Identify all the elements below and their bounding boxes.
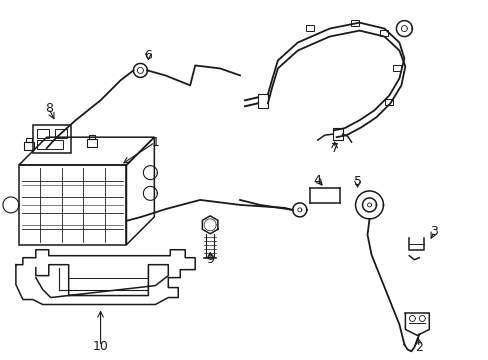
Bar bbox=[332, 128, 342, 140]
Text: 8: 8 bbox=[45, 102, 53, 115]
Bar bbox=[24, 142, 34, 150]
Text: 3: 3 bbox=[429, 225, 437, 238]
Text: 2: 2 bbox=[414, 341, 423, 354]
Text: 9: 9 bbox=[206, 253, 214, 266]
Bar bbox=[37, 140, 62, 149]
Bar bbox=[87, 139, 97, 147]
Bar bbox=[26, 138, 32, 142]
Text: 4: 4 bbox=[313, 174, 321, 186]
Bar bbox=[393, 66, 401, 71]
Text: 7: 7 bbox=[330, 141, 338, 155]
Text: 6: 6 bbox=[144, 49, 152, 62]
Bar bbox=[37, 129, 49, 138]
Bar bbox=[33, 125, 71, 153]
Text: 5: 5 bbox=[353, 175, 361, 189]
Text: 1: 1 bbox=[151, 136, 159, 149]
Bar bbox=[350, 20, 358, 26]
Text: 10: 10 bbox=[92, 340, 108, 353]
Bar bbox=[380, 30, 387, 36]
Bar bbox=[385, 99, 393, 105]
Bar bbox=[258, 94, 267, 108]
Bar bbox=[55, 129, 66, 138]
Bar bbox=[89, 135, 95, 139]
Bar bbox=[305, 24, 313, 31]
